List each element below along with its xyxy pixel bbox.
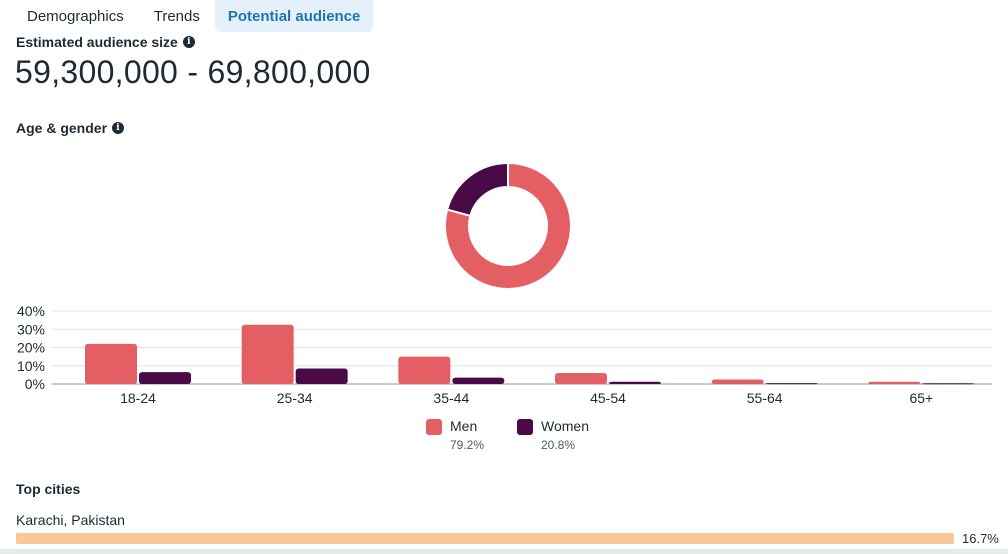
legend-men-percent: 79.2% xyxy=(450,438,485,452)
top-cities-heading: Top cities xyxy=(16,481,81,497)
bar-men-55-64[interactable] xyxy=(711,379,764,384)
bar-men-18-24[interactable] xyxy=(85,343,137,384)
x-tick-label: 55-64 xyxy=(747,390,783,406)
women-swatch xyxy=(517,419,533,435)
bar-women-45-54[interactable] xyxy=(609,381,661,384)
bar-men-25-34[interactable] xyxy=(241,324,294,384)
bottom-strip xyxy=(0,549,1008,554)
y-tick-label: 10% xyxy=(17,358,45,374)
y-tick-label: 20% xyxy=(17,340,45,356)
tab-bar: Demographics Trends Potential audience xyxy=(12,0,374,32)
y-tick-label: 30% xyxy=(17,321,45,337)
tab-demographics[interactable]: Demographics xyxy=(27,7,124,25)
y-tick-label: 40% xyxy=(17,303,45,319)
city-bar-fill xyxy=(16,533,954,544)
bar-women-35-44[interactable] xyxy=(452,377,505,384)
info-icon[interactable]: i xyxy=(112,122,125,134)
x-tick-label: 45-54 xyxy=(590,390,626,406)
city-percent: 16.7% xyxy=(962,531,999,546)
legend-item-men[interactable]: Men 79.2% xyxy=(426,418,484,452)
bar-women-25-34[interactable] xyxy=(295,368,348,384)
x-tick-label: 35-44 xyxy=(433,390,469,406)
city-bar-track xyxy=(16,533,954,544)
donut-slice-women[interactable] xyxy=(445,161,509,218)
y-tick-label: 0% xyxy=(25,376,45,392)
bar-women-55-64[interactable] xyxy=(765,383,818,385)
estimated-audience-label: Estimated audience size xyxy=(16,34,178,50)
tab-potential-audience[interactable]: Potential audience xyxy=(214,0,374,32)
bar-men-65+[interactable] xyxy=(868,381,921,384)
audience-size-value: 59,300,000 - 69,800,000 xyxy=(15,54,371,90)
legend-women-percent: 20.8% xyxy=(541,438,576,452)
age-gender-label: Age & gender xyxy=(16,120,108,136)
bar-women-65+[interactable] xyxy=(922,383,975,385)
bar-women-18-24[interactable] xyxy=(139,372,191,384)
x-tick-label: 65+ xyxy=(909,390,933,406)
gender-donut-chart xyxy=(444,161,572,290)
age-gender-heading: Age & gender i xyxy=(16,120,125,136)
men-swatch xyxy=(426,419,442,435)
bar-men-35-44[interactable] xyxy=(398,356,451,384)
city-name: Karachi, Pakistan xyxy=(16,512,125,528)
legend-item-women[interactable]: Women 20.8% xyxy=(517,418,589,452)
age-gender-bar-chart: 0% 10% 20% 30% 40% 18-24 25-34 35-44 45-54 55-64 6… xyxy=(17,303,992,406)
donut-slice-men[interactable] xyxy=(444,161,572,290)
tab-trends[interactable]: Trends xyxy=(153,7,200,25)
x-tick-label: 25-34 xyxy=(277,390,313,406)
legend-women-label: Women xyxy=(541,418,589,434)
bar-men-45-54[interactable] xyxy=(555,373,607,384)
estimated-audience-heading: Estimated audience size i xyxy=(16,34,195,50)
x-tick-label: 18-24 xyxy=(120,390,156,406)
legend-men-label: Men xyxy=(450,418,478,434)
info-icon[interactable]: i xyxy=(182,36,195,48)
